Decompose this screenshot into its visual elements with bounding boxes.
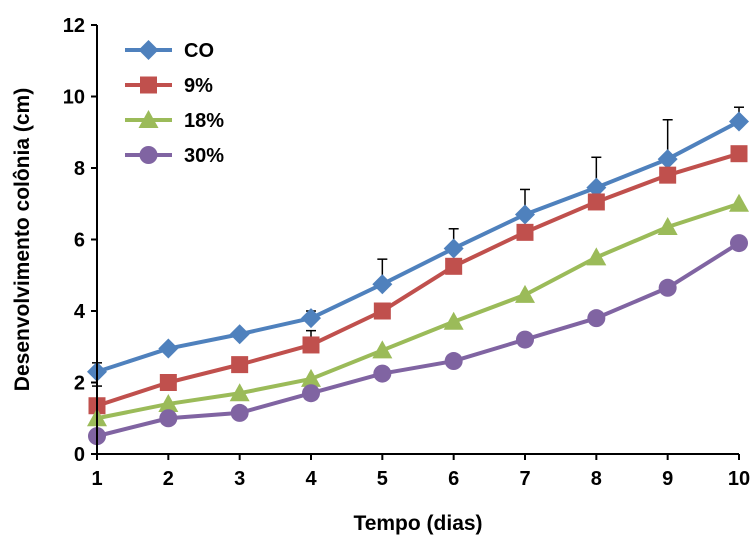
series-1-point xyxy=(443,238,464,259)
series-1-point xyxy=(515,204,535,225)
series-3-point xyxy=(229,383,250,402)
x-tick-label: 4 xyxy=(305,468,317,490)
series-4-point xyxy=(730,234,748,253)
series-2-line xyxy=(96,151,740,408)
series-3-point xyxy=(657,216,678,235)
series-2-point xyxy=(302,336,320,354)
legend-4-marker xyxy=(139,146,158,164)
series-4-point xyxy=(373,364,392,383)
series-2-point xyxy=(373,302,391,320)
series-4-line xyxy=(96,241,741,439)
series-3-point xyxy=(729,193,749,212)
y-tick-label: 10 xyxy=(63,87,85,109)
series-2-point xyxy=(659,166,677,184)
legend-2-marker xyxy=(140,76,157,94)
series-4-point xyxy=(587,309,606,328)
series-4-point xyxy=(444,352,463,371)
series-3-point xyxy=(372,340,393,359)
series-2-point xyxy=(445,257,463,275)
y-axis-title: Desenvolvimento colônia (cm) xyxy=(11,88,34,391)
series-lines-layer xyxy=(96,119,741,439)
y-tick-label: 6 xyxy=(74,230,85,252)
y-tick-label: 8 xyxy=(74,158,85,180)
legend-4-label: 30% xyxy=(184,145,224,167)
x-tick-label: 9 xyxy=(662,468,673,490)
y-tick-label: 12 xyxy=(63,15,85,37)
series-2-point xyxy=(231,356,249,374)
series-2-point xyxy=(516,223,534,241)
x-tick-label: 3 xyxy=(234,468,245,490)
y-tick-label: 2 xyxy=(74,373,85,395)
series-2-point xyxy=(587,193,605,211)
series-4-point xyxy=(230,403,249,422)
series-1-point xyxy=(729,111,749,132)
y-tick-label: 4 xyxy=(74,301,86,323)
series-1-point xyxy=(158,338,179,359)
x-tick-label: 1 xyxy=(91,468,102,490)
x-axis-title: Tempo (dias) xyxy=(353,512,482,535)
x-tick-label: 7 xyxy=(519,468,530,490)
series-1-point xyxy=(301,308,321,329)
series-4-point xyxy=(302,384,320,403)
series-3-line xyxy=(96,201,740,421)
series-2-point xyxy=(730,145,748,163)
x-tick-label: 5 xyxy=(377,468,388,490)
series-1-point xyxy=(229,324,250,345)
series-1-point xyxy=(657,149,678,170)
series-3-point xyxy=(158,393,179,412)
x-tick-label: 10 xyxy=(728,468,750,490)
series-3-point xyxy=(586,247,607,266)
series-2-point xyxy=(159,374,177,391)
series-1-line xyxy=(96,119,740,374)
series-4-point xyxy=(516,330,534,349)
legend-3-label: 18% xyxy=(184,110,224,132)
series-3-point xyxy=(515,284,535,303)
x-tick-label: 2 xyxy=(163,468,174,490)
series-4-point xyxy=(658,278,677,297)
series-3-point xyxy=(301,368,321,387)
series-3-point xyxy=(443,311,464,330)
legend-2-label: 9% xyxy=(184,75,213,97)
x-tick-label: 6 xyxy=(448,468,459,490)
series-1-point xyxy=(586,177,607,198)
legend-1-marker xyxy=(138,40,159,60)
series-4-point xyxy=(159,409,178,428)
x-tick-label: 8 xyxy=(591,468,602,490)
y-tick-label: 0 xyxy=(74,444,85,466)
series-1-point xyxy=(372,274,393,295)
legend-1-label: CO xyxy=(184,40,214,62)
legend-3-marker xyxy=(138,110,159,128)
legend: CO 9% 18% 30% xyxy=(125,40,224,167)
